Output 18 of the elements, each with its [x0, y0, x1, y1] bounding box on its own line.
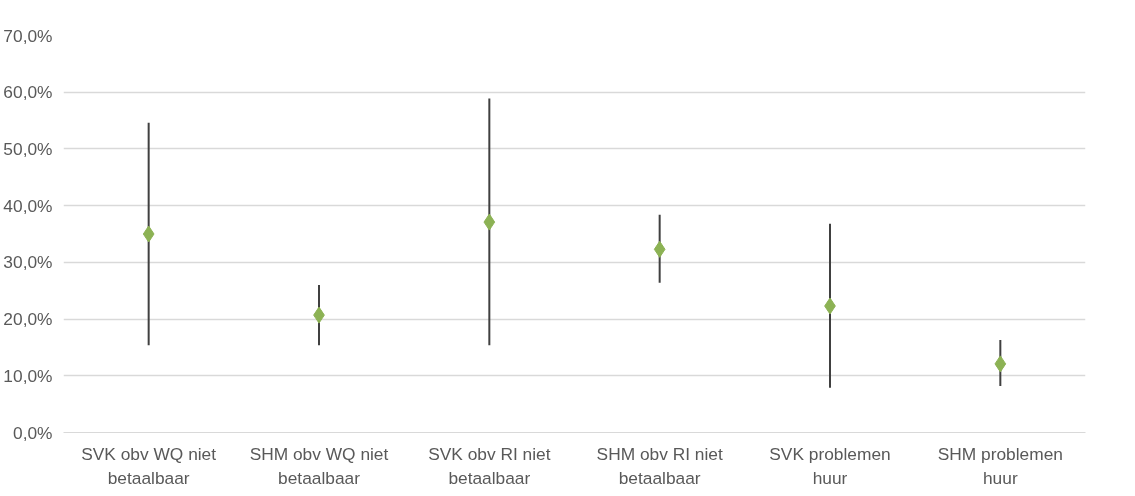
x-tick-label: SVK obv WQ niet betaalbaar [81, 443, 217, 488]
y-tick-label: 30,0% [3, 252, 53, 273]
point [994, 355, 1007, 373]
x-tick-label: SHM obv WQ niet betaalbaar [249, 443, 389, 488]
x-tick-label: SVK problemen huur [769, 443, 891, 488]
y-tick-label: 0,0% [13, 422, 53, 443]
point [142, 225, 155, 243]
y-tick-label: 70,0% [3, 25, 53, 46]
x-tick-label: SVK obv RI niet betaalbaar [428, 443, 551, 488]
x-tick-label: SHM obv RI niet betaalbaar [596, 443, 723, 488]
point [653, 240, 666, 258]
y-tick-label: 50,0% [3, 138, 53, 159]
y-tick-label: 60,0% [3, 82, 53, 103]
y-tick-label: 20,0% [3, 309, 53, 330]
y-tick-label: 10,0% [3, 365, 53, 386]
x-tick-label: SHM problemen huur [937, 443, 1063, 488]
y-tick-label: 40,0% [3, 195, 53, 216]
point [483, 213, 496, 231]
